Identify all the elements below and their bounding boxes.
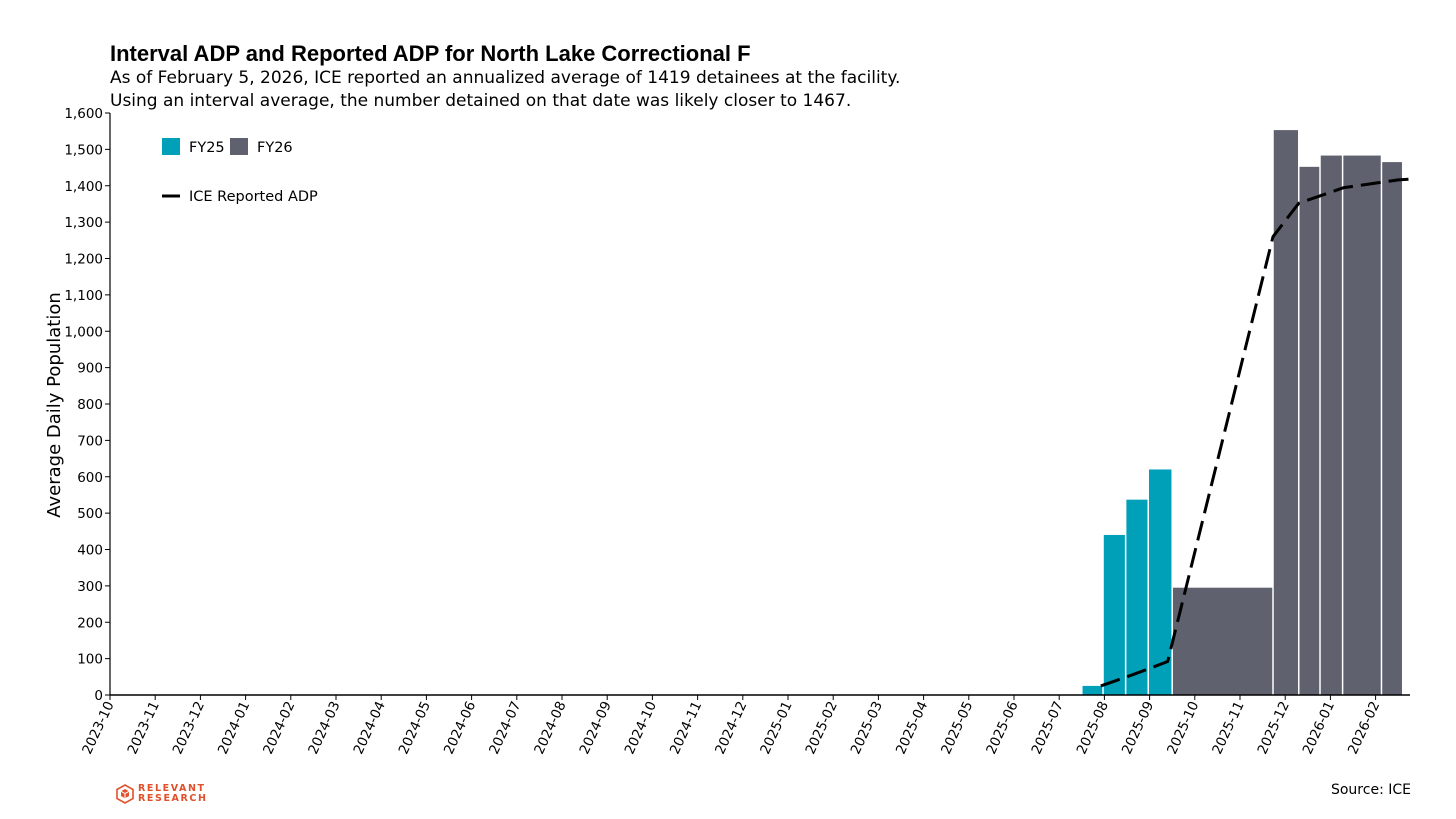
- chart-subtitle-line-1: As of February 5, 2026, ICE reported an …: [110, 68, 901, 88]
- x-tick-label: 2024-12: [712, 699, 750, 757]
- y-tick-label: 700: [77, 433, 103, 449]
- bar-fy26: [1299, 166, 1320, 695]
- legend-label-fy26: FY26: [257, 140, 293, 156]
- x-tick-label: 2025-02: [802, 699, 840, 757]
- y-axis-label: Average Daily Population: [44, 292, 65, 517]
- y-tick-label: 1,200: [64, 252, 103, 268]
- y-tick-label: 500: [77, 506, 103, 522]
- bar-fy26: [1172, 587, 1273, 695]
- y-tick-label: 1,300: [64, 215, 103, 231]
- x-tick-label: 2024-10: [622, 699, 660, 757]
- source-note: Source: ICE: [1330, 782, 1411, 798]
- hexagon-cube-logo-icon: [116, 784, 134, 804]
- legend: FY25 FY26 ICE Reported ADP: [162, 138, 318, 205]
- legend-swatch-fy25: [162, 138, 180, 155]
- y-tick-label: 900: [77, 361, 103, 377]
- bar-fy25: [1148, 469, 1172, 695]
- bar-fy26: [1273, 130, 1299, 695]
- y-tick-label: 1,100: [64, 288, 103, 304]
- bar-fy26: [1320, 155, 1342, 696]
- x-tick-label: 2024-08: [531, 699, 569, 757]
- chart-title: Interval ADP and Reported ADP for North …: [110, 41, 751, 66]
- x-tick-label: 2025-04: [893, 699, 931, 757]
- y-tick-label: 200: [77, 615, 103, 631]
- x-tick-label: 2025-12: [1254, 699, 1292, 757]
- x-tick-label: 2024-09: [576, 699, 614, 757]
- legend-label-ice-reported-adp: ICE Reported ADP: [189, 189, 318, 205]
- y-tick-label: 1,500: [64, 142, 103, 158]
- reported-adp-line: [1100, 177, 1417, 688]
- ice-reported-adp-line: [1100, 177, 1417, 688]
- x-tick-label: 2025-03: [848, 699, 886, 757]
- x-tick-label: 2024-04: [350, 699, 388, 757]
- y-tick-label: 1,400: [64, 179, 103, 195]
- y-tick-label: 600: [77, 470, 103, 486]
- x-tick-label: 2025-07: [1028, 699, 1066, 757]
- x-tick-label: 2024-05: [396, 699, 434, 757]
- x-tick-label: 2024-01: [215, 699, 253, 757]
- x-tick-label: 2024-02: [260, 699, 298, 757]
- x-tick-label: 2026-02: [1345, 699, 1383, 757]
- x-tick-label: 2026-01: [1300, 699, 1338, 757]
- x-tick-label: 2025-08: [1074, 699, 1112, 757]
- x-tick-label: 2024-11: [667, 699, 705, 757]
- bars: [1082, 130, 1402, 696]
- x-tick-label: 2023-11: [124, 699, 162, 757]
- x-tick-label: 2025-05: [938, 699, 976, 757]
- x-axis: 2023-10 2023-11 2023-12 2024-01 2024-02 2024-…: [79, 695, 1383, 757]
- brand-line-1: RELEVANT: [138, 783, 206, 794]
- x-tick-label: 2025-06: [983, 699, 1021, 757]
- bar-fy26: [1343, 155, 1381, 696]
- x-tick-label: 2024-07: [486, 699, 524, 757]
- y-tick-label: 300: [77, 579, 103, 595]
- axis-lines: [109, 113, 1410, 696]
- legend-swatch-fy26: [230, 138, 248, 155]
- x-tick-label: 2025-11: [1209, 699, 1247, 757]
- bar-fy26: [1382, 162, 1402, 695]
- bar-fy25: [1126, 499, 1148, 695]
- y-tick-label: 800: [77, 397, 103, 413]
- x-tick-label: 2025-09: [1119, 699, 1157, 757]
- bar-fy25: [1082, 685, 1103, 695]
- bar-fy25: [1103, 534, 1125, 695]
- x-tick-label: 2024-06: [441, 699, 479, 757]
- y-tick-label: 1,600: [64, 106, 103, 122]
- x-tick-label: 2023-10: [79, 699, 117, 757]
- chart-subtitle-line-2: Using an interval average, the number de…: [110, 91, 852, 111]
- y-axis: 0 100 200 300 400 500 600 700 800 900 1,000 1,100 1,…: [64, 106, 110, 704]
- brand-line-2: RESEARCH: [138, 793, 208, 804]
- y-tick-label: 1,000: [64, 324, 103, 340]
- legend-label-fy25: FY25: [189, 140, 225, 156]
- x-tick-label: 2025-01: [757, 699, 795, 757]
- x-tick-label: 2024-03: [305, 699, 343, 757]
- y-tick-label: 0: [94, 688, 103, 704]
- x-tick-label: 2025-10: [1164, 699, 1202, 757]
- y-tick-label: 400: [77, 543, 103, 559]
- brand-logo: RELEVANT RESEARCH: [116, 784, 208, 804]
- x-tick-label: 2023-12: [170, 699, 208, 757]
- y-tick-label: 100: [77, 652, 103, 668]
